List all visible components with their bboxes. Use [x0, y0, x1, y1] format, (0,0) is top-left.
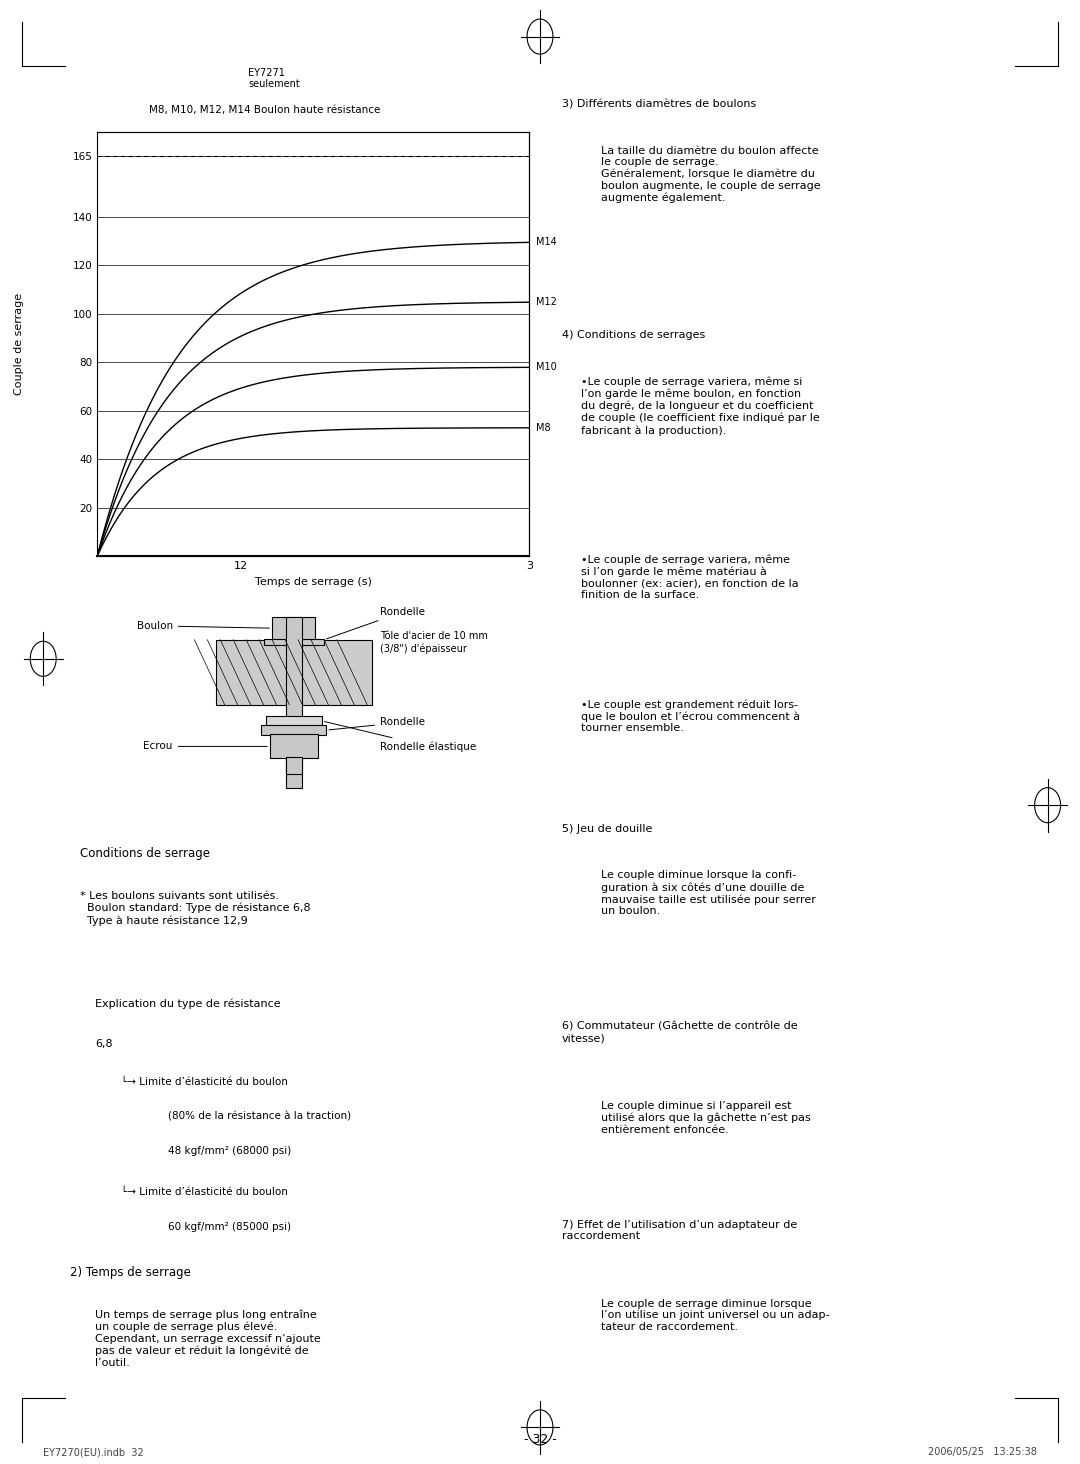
Text: └→ Limite d’élasticité du boulon: └→ Limite d’élasticité du boulon	[121, 1078, 288, 1086]
Text: Explication du type de résistance: Explication du type de résistance	[95, 998, 281, 1009]
Text: Conditions de serrage: Conditions de serrage	[80, 848, 210, 859]
Text: Rondelle: Rondelle	[329, 717, 426, 731]
Text: •Le couple de serrage variera, même
si l’on garde le même matériau à
boulonner (: •Le couple de serrage variera, même si l…	[581, 555, 799, 600]
FancyBboxPatch shape	[286, 616, 301, 788]
FancyBboxPatch shape	[270, 733, 318, 758]
Text: EY7270(EU).indb  32: EY7270(EU).indb 32	[43, 1448, 144, 1457]
FancyBboxPatch shape	[261, 725, 326, 735]
Text: EY7271
seulement: EY7271 seulement	[248, 67, 300, 89]
Y-axis label: Couple de serrage: Couple de serrage	[14, 293, 24, 395]
Text: 5) Jeu de douille: 5) Jeu de douille	[562, 824, 652, 834]
X-axis label: Temps de serrage (s): Temps de serrage (s)	[255, 577, 372, 587]
Text: 6,8: 6,8	[95, 1039, 113, 1050]
Text: Ecrou: Ecrou	[144, 741, 267, 751]
Text: Le couple diminue lorsque la confi-
guration à six côtés d’une douille de
mauvai: Le couple diminue lorsque la confi- gura…	[602, 870, 816, 916]
Text: * Les boulons suivants sont utilisés.
  Boulon standard: Type de résistance 6,8
: * Les boulons suivants sont utilisés. Bo…	[80, 892, 311, 925]
Text: Rondelle élastique: Rondelle élastique	[325, 722, 476, 751]
Text: Boulon: Boulon	[137, 621, 269, 631]
Text: M8, M10, M12, M14 Boulon haute résistance: M8, M10, M12, M14 Boulon haute résistanc…	[149, 105, 380, 114]
Text: - 32 -: - 32 -	[524, 1433, 556, 1445]
Text: 60 kgf/mm² (85000 psi): 60 kgf/mm² (85000 psi)	[168, 1221, 292, 1231]
Text: •Le couple de serrage variera, même si
l’on garde le même boulon, en fonction
du: •Le couple de serrage variera, même si l…	[581, 376, 820, 436]
Text: Le couple de serrage diminue lorsque
l’on utilise un joint universel ou un adap-: Le couple de serrage diminue lorsque l’o…	[602, 1299, 829, 1332]
Text: Le couple diminue si l’appareil est
utilisé alors que la gâchette n’est pas
enti: Le couple diminue si l’appareil est util…	[602, 1101, 811, 1135]
Text: └→ Limite d’élasticité du boulon: └→ Limite d’élasticité du boulon	[121, 1187, 288, 1198]
Text: 2006/05/25   13:25:38: 2006/05/25 13:25:38	[928, 1448, 1037, 1457]
Text: 6) Commutateur (Gâchette de contrôle de
vitesse): 6) Commutateur (Gâchette de contrôle de …	[562, 1022, 797, 1044]
Text: 4) Conditions de serrages: 4) Conditions de serrages	[562, 329, 705, 340]
Text: Rondelle: Rondelle	[326, 608, 426, 638]
Text: La taille du diamètre du boulon affecte
le couple de serrage.
Généralement, lors: La taille du diamètre du boulon affecte …	[602, 145, 821, 203]
Text: Un temps de serrage plus long entraîne
un couple de serrage plus élevé.
Cependan: Un temps de serrage plus long entraîne u…	[95, 1310, 321, 1367]
FancyBboxPatch shape	[286, 757, 301, 774]
Text: M14: M14	[537, 237, 557, 247]
Text: M12: M12	[537, 297, 557, 307]
Text: 48 kgf/mm² (68000 psi): 48 kgf/mm² (68000 psi)	[168, 1146, 292, 1157]
Text: 7) Effet de l’utilisation d’un adaptateur de
raccordement: 7) Effet de l’utilisation d’un adaptateu…	[562, 1220, 797, 1241]
Text: M10: M10	[537, 363, 557, 372]
Text: M8: M8	[537, 423, 551, 433]
Text: 2) Temps de serrage: 2) Temps de serrage	[69, 1266, 190, 1278]
Text: •Le couple est grandement réduit lors-
que le boulon et l’écrou commencent à
tou: •Le couple est grandement réduit lors- q…	[581, 698, 800, 733]
Text: (80% de la résistance à la traction): (80% de la résistance à la traction)	[168, 1111, 351, 1121]
FancyBboxPatch shape	[216, 640, 372, 704]
Text: Tôle d'acier de 10 mm
(3/8") d'épaisseur: Tôle d'acier de 10 mm (3/8") d'épaisseur	[380, 631, 488, 653]
Text: 3) Différents diamètres de boulons: 3) Différents diamètres de boulons	[562, 100, 756, 110]
FancyBboxPatch shape	[272, 616, 315, 640]
FancyBboxPatch shape	[266, 716, 322, 726]
FancyBboxPatch shape	[264, 638, 324, 646]
